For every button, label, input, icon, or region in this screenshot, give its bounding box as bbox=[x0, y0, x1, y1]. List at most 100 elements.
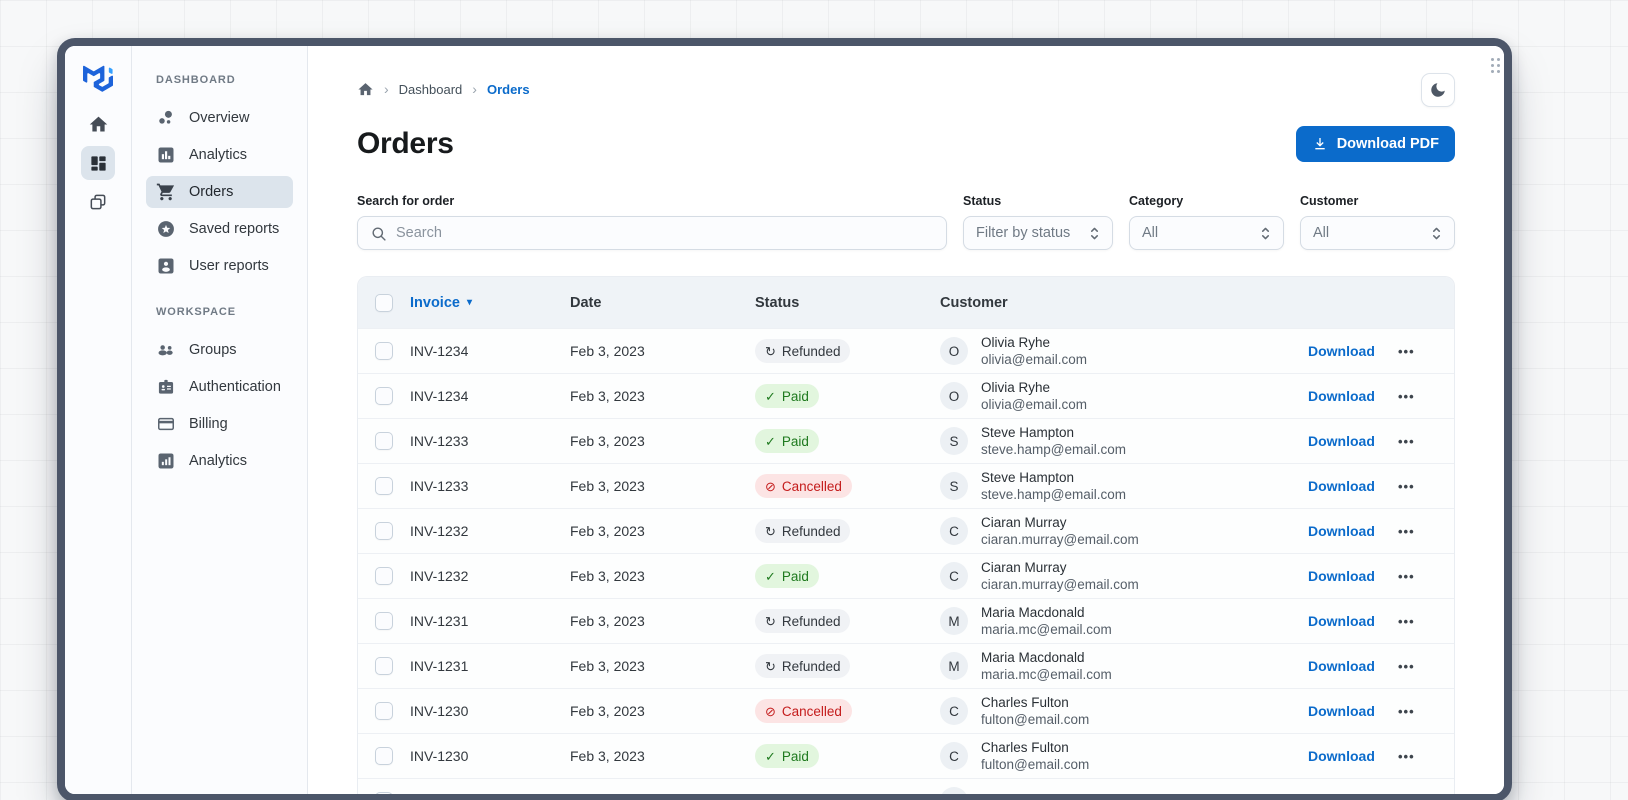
customer-name: Maria Macdonald bbox=[981, 605, 1085, 620]
row-checkbox[interactable] bbox=[375, 702, 393, 720]
status-chip: Paid bbox=[755, 429, 819, 453]
category-select[interactable]: All bbox=[1129, 216, 1284, 250]
row-checkbox[interactable] bbox=[375, 747, 393, 765]
chevron-updown-icon bbox=[1090, 227, 1099, 239]
row-checkbox[interactable] bbox=[375, 792, 393, 794]
more-options-icon[interactable] bbox=[1398, 749, 1415, 764]
sidebar-item-user-reports[interactable]: User reports bbox=[146, 250, 293, 282]
download-link[interactable]: Download bbox=[1308, 478, 1375, 494]
customer-select[interactable]: All bbox=[1300, 216, 1455, 250]
download-link[interactable]: Download bbox=[1308, 703, 1375, 719]
row-checkbox[interactable] bbox=[375, 567, 393, 585]
column-header-status: Status bbox=[755, 294, 800, 311]
more-options-icon[interactable] bbox=[1398, 659, 1415, 674]
download-link[interactable]: Download bbox=[1308, 388, 1375, 404]
sidebar-item-label: Saved reports bbox=[189, 221, 280, 237]
download-link[interactable]: Download bbox=[1308, 433, 1375, 449]
column-header-invoice[interactable]: Invoice ▾ bbox=[410, 295, 570, 311]
status-select[interactable]: Filter by status bbox=[963, 216, 1113, 250]
theme-toggle-button[interactable] bbox=[1421, 73, 1455, 107]
status-chip: Cancelled bbox=[755, 474, 852, 498]
search-input[interactable] bbox=[396, 225, 934, 241]
row-checkbox[interactable] bbox=[375, 477, 393, 495]
breadcrumb-dashboard[interactable]: Dashboard bbox=[398, 81, 463, 97]
sidebar-item-overview[interactable]: Overview bbox=[146, 102, 293, 134]
orders-table: Invoice ▾ Date Status Customer INV-1234 … bbox=[357, 276, 1455, 794]
avatar: O bbox=[940, 337, 968, 365]
sidebar-item-orders[interactable]: Orders bbox=[146, 176, 293, 208]
customer-select-value: All bbox=[1313, 225, 1330, 241]
table-row: INV-1232 Feb 3, 2023 Paid C Ciaran Murra… bbox=[358, 553, 1454, 598]
rail-dashboard-button[interactable] bbox=[81, 146, 115, 180]
analytics-icon bbox=[158, 453, 174, 469]
row-checkbox[interactable] bbox=[375, 657, 393, 675]
row-checkbox[interactable] bbox=[375, 387, 393, 405]
scrollbar[interactable] bbox=[1491, 58, 1501, 74]
rail-home-button[interactable] bbox=[81, 107, 115, 141]
avatar bbox=[940, 787, 968, 794]
status-select-value: Filter by status bbox=[976, 225, 1071, 241]
status-chip: Paid bbox=[755, 564, 819, 588]
main-content: › Dashboard › Orders Orders Download PDF… bbox=[308, 46, 1504, 794]
chevron-right-icon: › bbox=[384, 81, 389, 97]
row-checkbox[interactable] bbox=[375, 432, 393, 450]
table-header: Invoice ▾ Date Status Customer bbox=[358, 277, 1454, 328]
more-options-icon[interactable] bbox=[1398, 704, 1415, 719]
category-filter: Category All bbox=[1129, 194, 1284, 250]
status-chip: Paid bbox=[755, 384, 819, 408]
sidebar-item-label: Overview bbox=[189, 110, 250, 126]
more-options-icon[interactable] bbox=[1398, 344, 1415, 359]
date-cell: Feb 3, 2023 bbox=[570, 568, 645, 584]
invoice-cell: INV-1231 bbox=[410, 613, 469, 629]
sidebar-item-billing[interactable]: Billing bbox=[146, 408, 293, 440]
download-pdf-button[interactable]: Download PDF bbox=[1295, 126, 1455, 162]
customer-name: Olivia Ryhe bbox=[981, 335, 1051, 350]
sidebar-item-label: User reports bbox=[189, 258, 269, 274]
more-options-icon[interactable] bbox=[1398, 569, 1415, 584]
sidebar: Dashboard Overview Analytics Orders Save… bbox=[132, 46, 308, 794]
customer-email: maria.mc@email.com bbox=[981, 667, 1112, 682]
more-options-icon[interactable] bbox=[1398, 389, 1415, 404]
dashboard-grid-icon bbox=[90, 155, 106, 171]
avatar: C bbox=[940, 517, 968, 545]
sidebar-item-saved-reports[interactable]: Saved reports bbox=[146, 213, 293, 245]
table-row: INV-1231 Feb 3, 2023 Refunded M Maria Ma… bbox=[358, 598, 1454, 643]
select-all-checkbox[interactable] bbox=[375, 293, 393, 312]
customer-cell: C Ciaran Murray ciaran.murray@email.com bbox=[940, 559, 1308, 593]
date-cell: Feb 3, 2023 bbox=[570, 613, 645, 629]
sidebar-item-groups[interactable]: Groups bbox=[146, 334, 293, 366]
more-options-icon[interactable] bbox=[1398, 434, 1415, 449]
status-filter: Status Filter by status bbox=[963, 194, 1113, 250]
sidebar-item-label: Analytics bbox=[189, 453, 248, 469]
home-icon[interactable] bbox=[357, 81, 374, 98]
page-title: Orders bbox=[357, 127, 454, 160]
download-link[interactable]: Download bbox=[1308, 523, 1375, 539]
app-window: Dashboard Overview Analytics Orders Save… bbox=[57, 38, 1512, 800]
table-row: INV-1230 Feb 3, 2023 Cancelled C Charles… bbox=[358, 688, 1454, 733]
avatar: C bbox=[940, 742, 968, 770]
sidebar-item-authentication[interactable]: Authentication bbox=[146, 371, 293, 403]
row-checkbox[interactable] bbox=[375, 522, 393, 540]
sidebar-item-analytics-2[interactable]: Analytics bbox=[146, 445, 293, 477]
download-link[interactable]: Download bbox=[1308, 658, 1375, 674]
download-link[interactable]: Download bbox=[1308, 343, 1375, 359]
breadcrumb-orders[interactable]: Orders bbox=[486, 81, 530, 97]
chevron-right-icon: › bbox=[472, 81, 477, 97]
sidebar-item-analytics[interactable]: Analytics bbox=[146, 139, 293, 171]
bar-chart-icon bbox=[158, 147, 174, 163]
download-link[interactable]: Download bbox=[1308, 613, 1375, 629]
more-options-icon[interactable] bbox=[1398, 524, 1415, 539]
rail-layers-button[interactable] bbox=[81, 185, 115, 219]
download-link[interactable]: Download bbox=[1308, 568, 1375, 584]
customer-cell: S Steve Hampton steve.hamp@email.com bbox=[940, 469, 1308, 503]
table-row: INV-1231 Feb 3, 2023 Refunded M Maria Ma… bbox=[358, 643, 1454, 688]
customer-cell: C Charles Fulton fulton@email.com bbox=[940, 739, 1308, 773]
date-cell: Feb 3, 2023 bbox=[570, 748, 645, 764]
more-options-icon[interactable] bbox=[1398, 614, 1415, 629]
row-checkbox[interactable] bbox=[375, 342, 393, 360]
customer-name: Olivia Ryhe bbox=[981, 380, 1051, 395]
download-link[interactable]: Download bbox=[1308, 748, 1375, 764]
invoice-cell: INV-1234 bbox=[410, 388, 469, 404]
row-checkbox[interactable] bbox=[375, 612, 393, 630]
more-options-icon[interactable] bbox=[1398, 479, 1415, 494]
